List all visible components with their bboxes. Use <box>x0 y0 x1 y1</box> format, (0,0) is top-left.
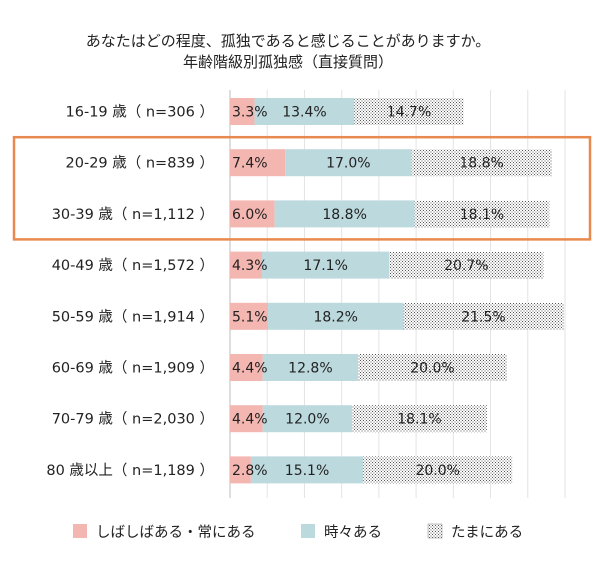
bar-segment <box>363 456 513 484</box>
category-label: 60-69 歳（ n=1,909 ） <box>52 360 214 377</box>
category-label: 40-49 歳（ n=1,572 ） <box>52 257 214 274</box>
category-label: 50-59 歳（ n=1,914 ） <box>52 308 214 325</box>
bar-segment <box>262 405 353 433</box>
bar-segment <box>389 251 544 279</box>
category-label: 30-39 歳（ n=1,112 ） <box>52 206 214 223</box>
bar-segment <box>230 302 268 330</box>
data-label: 5.1% <box>232 309 268 325</box>
data-label: 18.1% <box>397 412 441 428</box>
data-label: 20.7% <box>444 258 488 274</box>
bar-segment <box>285 149 412 177</box>
bar-segment <box>230 456 251 484</box>
bar-segment <box>230 354 263 381</box>
legend-swatch-occasionally <box>427 523 443 539</box>
bar-segment <box>230 200 275 228</box>
legend-swatch-frequent <box>73 524 87 538</box>
data-label: 12.8% <box>288 361 332 377</box>
bar-segment <box>411 149 552 177</box>
highlight-box <box>12 135 592 241</box>
chart-subtitle: 年齢階級別孤独感（直接質問） <box>183 53 393 71</box>
legend-label-sometimes: 時々ある <box>324 524 382 541</box>
data-label: 18.2% <box>313 309 357 325</box>
bar-segment <box>250 456 364 484</box>
bar-segment <box>414 200 550 228</box>
bar-segment <box>267 302 404 330</box>
category-label: 20-29 歳（ n=839 ） <box>66 155 214 172</box>
data-label: 20.0% <box>415 463 459 479</box>
data-label: 13.4% <box>282 105 326 121</box>
category-label: 16-19 歳（ n=306 ） <box>66 104 214 121</box>
data-label: 6.0% <box>232 207 268 223</box>
legend: しばしばある・常にある 時々ある たまにある <box>73 523 523 541</box>
legend-label-frequent: しばしばある・常にある <box>96 524 256 541</box>
bars <box>230 98 564 484</box>
data-label: 3.3% <box>232 105 268 121</box>
data-label: 4.3% <box>232 258 268 274</box>
bar-segment <box>352 405 487 433</box>
bar-segment <box>230 98 255 125</box>
data-label: 17.0% <box>326 156 370 172</box>
chart-title: あなたはどの程度、孤独であると感じることがありますか。 <box>86 32 491 50</box>
category-labels: 16-19 歳（ n=306 ） 20-29 歳（ n=839 ） 30-39 歳（… <box>46 104 214 479</box>
data-label: 18.1% <box>460 207 504 223</box>
category-label: 80 歳以上（ n=1,189 ） <box>46 462 214 479</box>
bar-segment <box>254 98 355 125</box>
data-label: 18.8% <box>322 207 366 223</box>
bar-segment <box>230 251 263 279</box>
data-label: 4.4% <box>232 412 268 428</box>
legend-label-occasionally: たまにある <box>451 524 523 541</box>
data-label: 14.7% <box>387 105 431 121</box>
legend-swatch-sometimes <box>301 524 315 538</box>
data-label: 12.0% <box>285 412 329 428</box>
data-label: 21.5% <box>461 309 505 325</box>
data-label: 7.4% <box>232 156 268 172</box>
bar-segment <box>262 354 359 381</box>
bar-segment <box>358 354 507 381</box>
data-label: 17.1% <box>303 258 347 274</box>
data-label: 4.4% <box>232 361 268 377</box>
data-label: 18.8% <box>459 156 503 172</box>
bar-segment <box>230 149 286 177</box>
bar-segment <box>262 251 390 279</box>
bar-segment <box>274 200 415 228</box>
bar-segment <box>403 302 564 330</box>
category-label: 70-79 歳（ n=2,030 ） <box>52 411 214 428</box>
data-label: 2.8% <box>232 463 268 479</box>
value-labels: 3.3% 13.4% 14.7% 7.4% 17.0% 18.8% 6.0% 18.8% 18.… <box>232 105 506 479</box>
bar-segment <box>230 405 263 433</box>
data-label: 15.1% <box>285 463 329 479</box>
bar-segment <box>354 98 464 125</box>
data-label: 20.0% <box>410 361 454 377</box>
